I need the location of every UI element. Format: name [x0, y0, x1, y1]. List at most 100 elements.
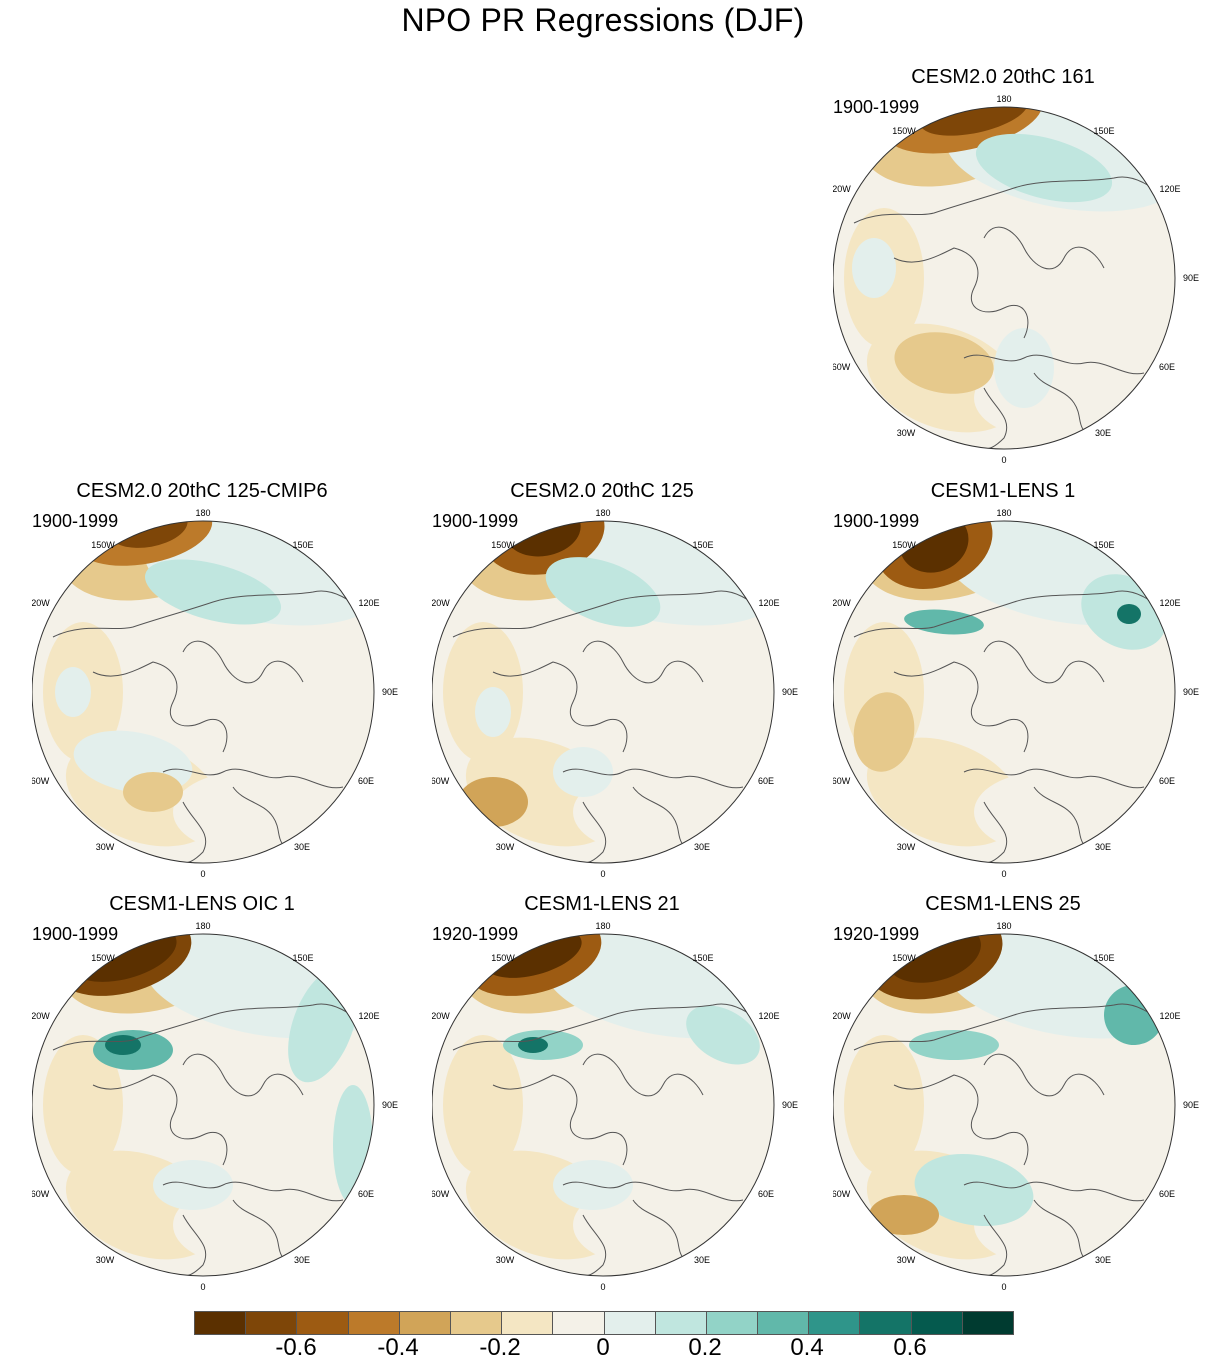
anomaly-contour: [974, 772, 1114, 852]
colorbar-swatch: [553, 1312, 605, 1334]
colorbar-swatch: [962, 1312, 1013, 1334]
colorbar-swatch: [348, 1312, 400, 1334]
map-panel: 1800150W150E120W120E90W90E60W60E30W30ECE…: [833, 480, 1206, 895]
longitude-label: 30E: [1095, 428, 1111, 438]
map-border: [432, 520, 775, 864]
coastline: [893, 247, 1029, 339]
longitude-label: 90E: [1183, 687, 1199, 697]
colorbar-swatch: [706, 1312, 759, 1334]
polar-map: 1800150W150E120W120E90W90E60W60E30W30E: [32, 508, 398, 879]
longitude-label: 150W: [91, 540, 115, 550]
colorbar-tick-label: 0.4: [790, 1334, 824, 1361]
anomaly-contour: [1117, 604, 1141, 624]
colorbar-swatch: [758, 1312, 810, 1334]
anomaly-contour: [123, 772, 183, 812]
coastline: [893, 1074, 1029, 1166]
longitude-label: 0: [600, 1282, 605, 1292]
precip-field: [833, 934, 1175, 1276]
longitude-label: 120W: [432, 1011, 450, 1021]
polar-map: 1800150W150E120W120E90W90E60W60E30W30E: [833, 921, 1199, 1292]
longitude-label: 120E: [1159, 1011, 1180, 1021]
longitude-label: 120W: [32, 598, 50, 608]
longitude-label: 0: [200, 869, 205, 879]
colorbar: [194, 1311, 1014, 1335]
anomaly-contour: [844, 1035, 924, 1175]
coastline: [492, 1074, 628, 1166]
coastline: [983, 640, 1105, 684]
longitude-label: 60W: [833, 1189, 851, 1199]
panel-title: CESM1-LENS 25: [925, 893, 1081, 915]
figure-title: NPO PR Regressions (DJF): [401, 2, 805, 38]
longitude-label: 30E: [1095, 1255, 1111, 1265]
coastline: [492, 661, 628, 753]
longitude-label: 180: [996, 94, 1011, 104]
longitude-label: 30W: [897, 842, 916, 852]
coastline: [92, 661, 228, 753]
colorbar-swatch: [502, 1312, 554, 1334]
longitude-label: 60W: [833, 362, 851, 372]
longitude-label: 150W: [491, 953, 515, 963]
longitude-label: 60E: [1159, 776, 1175, 786]
longitude-label: 30W: [496, 1255, 515, 1265]
anomaly-contour: [55, 667, 91, 717]
longitude-label: 120E: [358, 598, 379, 608]
longitude-label: 90E: [782, 687, 798, 697]
colorbar-swatch: [655, 1312, 707, 1334]
longitude-label: 60E: [758, 776, 774, 786]
longitude-label: 0: [1001, 869, 1006, 879]
longitude-label: 120W: [833, 184, 851, 194]
anomaly-contour: [475, 687, 511, 737]
longitude-label: 0: [1001, 1282, 1006, 1292]
anomaly-contour: [894, 332, 994, 394]
map-panel: 1800150W150E120W120E90W90E60W60E30W30ECE…: [32, 480, 432, 895]
colorbar-tick-label: 0.2: [688, 1334, 722, 1361]
panel-period: 1900-1999: [32, 511, 119, 531]
anomaly-contour: [686, 1005, 760, 1065]
longitude-label: 120W: [833, 1011, 851, 1021]
polar-map: 1800150W150E120W120E90W90E60W60E30W30E: [432, 921, 798, 1292]
longitude-label: 30W: [96, 1255, 115, 1265]
anomaly-contour: [994, 328, 1054, 408]
longitude-label: 60W: [32, 1189, 50, 1199]
coastline: [983, 1053, 1105, 1097]
polar-map: 1800150W150E120W120E90W90E60W60E30W30E: [833, 508, 1199, 879]
longitude-label: 30E: [294, 1255, 310, 1265]
longitude-label: 60W: [32, 776, 50, 786]
longitude-label: 0: [200, 1282, 205, 1292]
longitude-label: 150E: [1093, 126, 1114, 136]
anomaly-contour: [553, 747, 613, 797]
coastline: [182, 640, 304, 684]
anomaly-contour: [443, 1035, 523, 1175]
precip-field: [432, 934, 774, 1276]
anomaly-contour: [869, 1195, 939, 1235]
longitude-label: 90E: [1183, 1100, 1199, 1110]
map-border: [833, 520, 1176, 864]
panel-period: 1900-1999: [32, 924, 119, 944]
map-border: [432, 933, 775, 1277]
longitude-label: 30E: [1095, 842, 1111, 852]
longitude-label: 0: [600, 869, 605, 879]
anomaly-contour: [975, 133, 1113, 203]
longitude-label: 30E: [694, 1255, 710, 1265]
colorbar-swatch: [860, 1312, 912, 1334]
panel-title: CESM2.0 20thC 161: [911, 66, 1095, 88]
coastline: [92, 1074, 228, 1166]
coastline: [983, 226, 1105, 270]
longitude-label: 180: [996, 508, 1011, 518]
panel-period: 1900-1999: [833, 511, 920, 531]
longitude-label: 120E: [1159, 184, 1180, 194]
anomaly-contour: [105, 1035, 141, 1055]
coastline: [452, 1003, 764, 1051]
anomaly-contour: [458, 777, 528, 827]
longitude-label: 120E: [758, 1011, 779, 1021]
map-border: [833, 933, 1176, 1277]
coastline: [853, 1003, 1165, 1051]
map-panel: 1800150W150E120W120E90W90E60W60E30W30ECE…: [432, 893, 832, 1308]
anomaly-contour: [920, 107, 1028, 136]
panel-period: 1920-1999: [833, 924, 920, 944]
longitude-label: 60E: [358, 776, 374, 786]
colorbar-swatch: [195, 1312, 247, 1334]
precip-field: [432, 521, 774, 863]
longitude-label: 30E: [694, 842, 710, 852]
map-panel: 1800150W150E120W120E90W90E60W60E30W30ECE…: [833, 893, 1206, 1308]
